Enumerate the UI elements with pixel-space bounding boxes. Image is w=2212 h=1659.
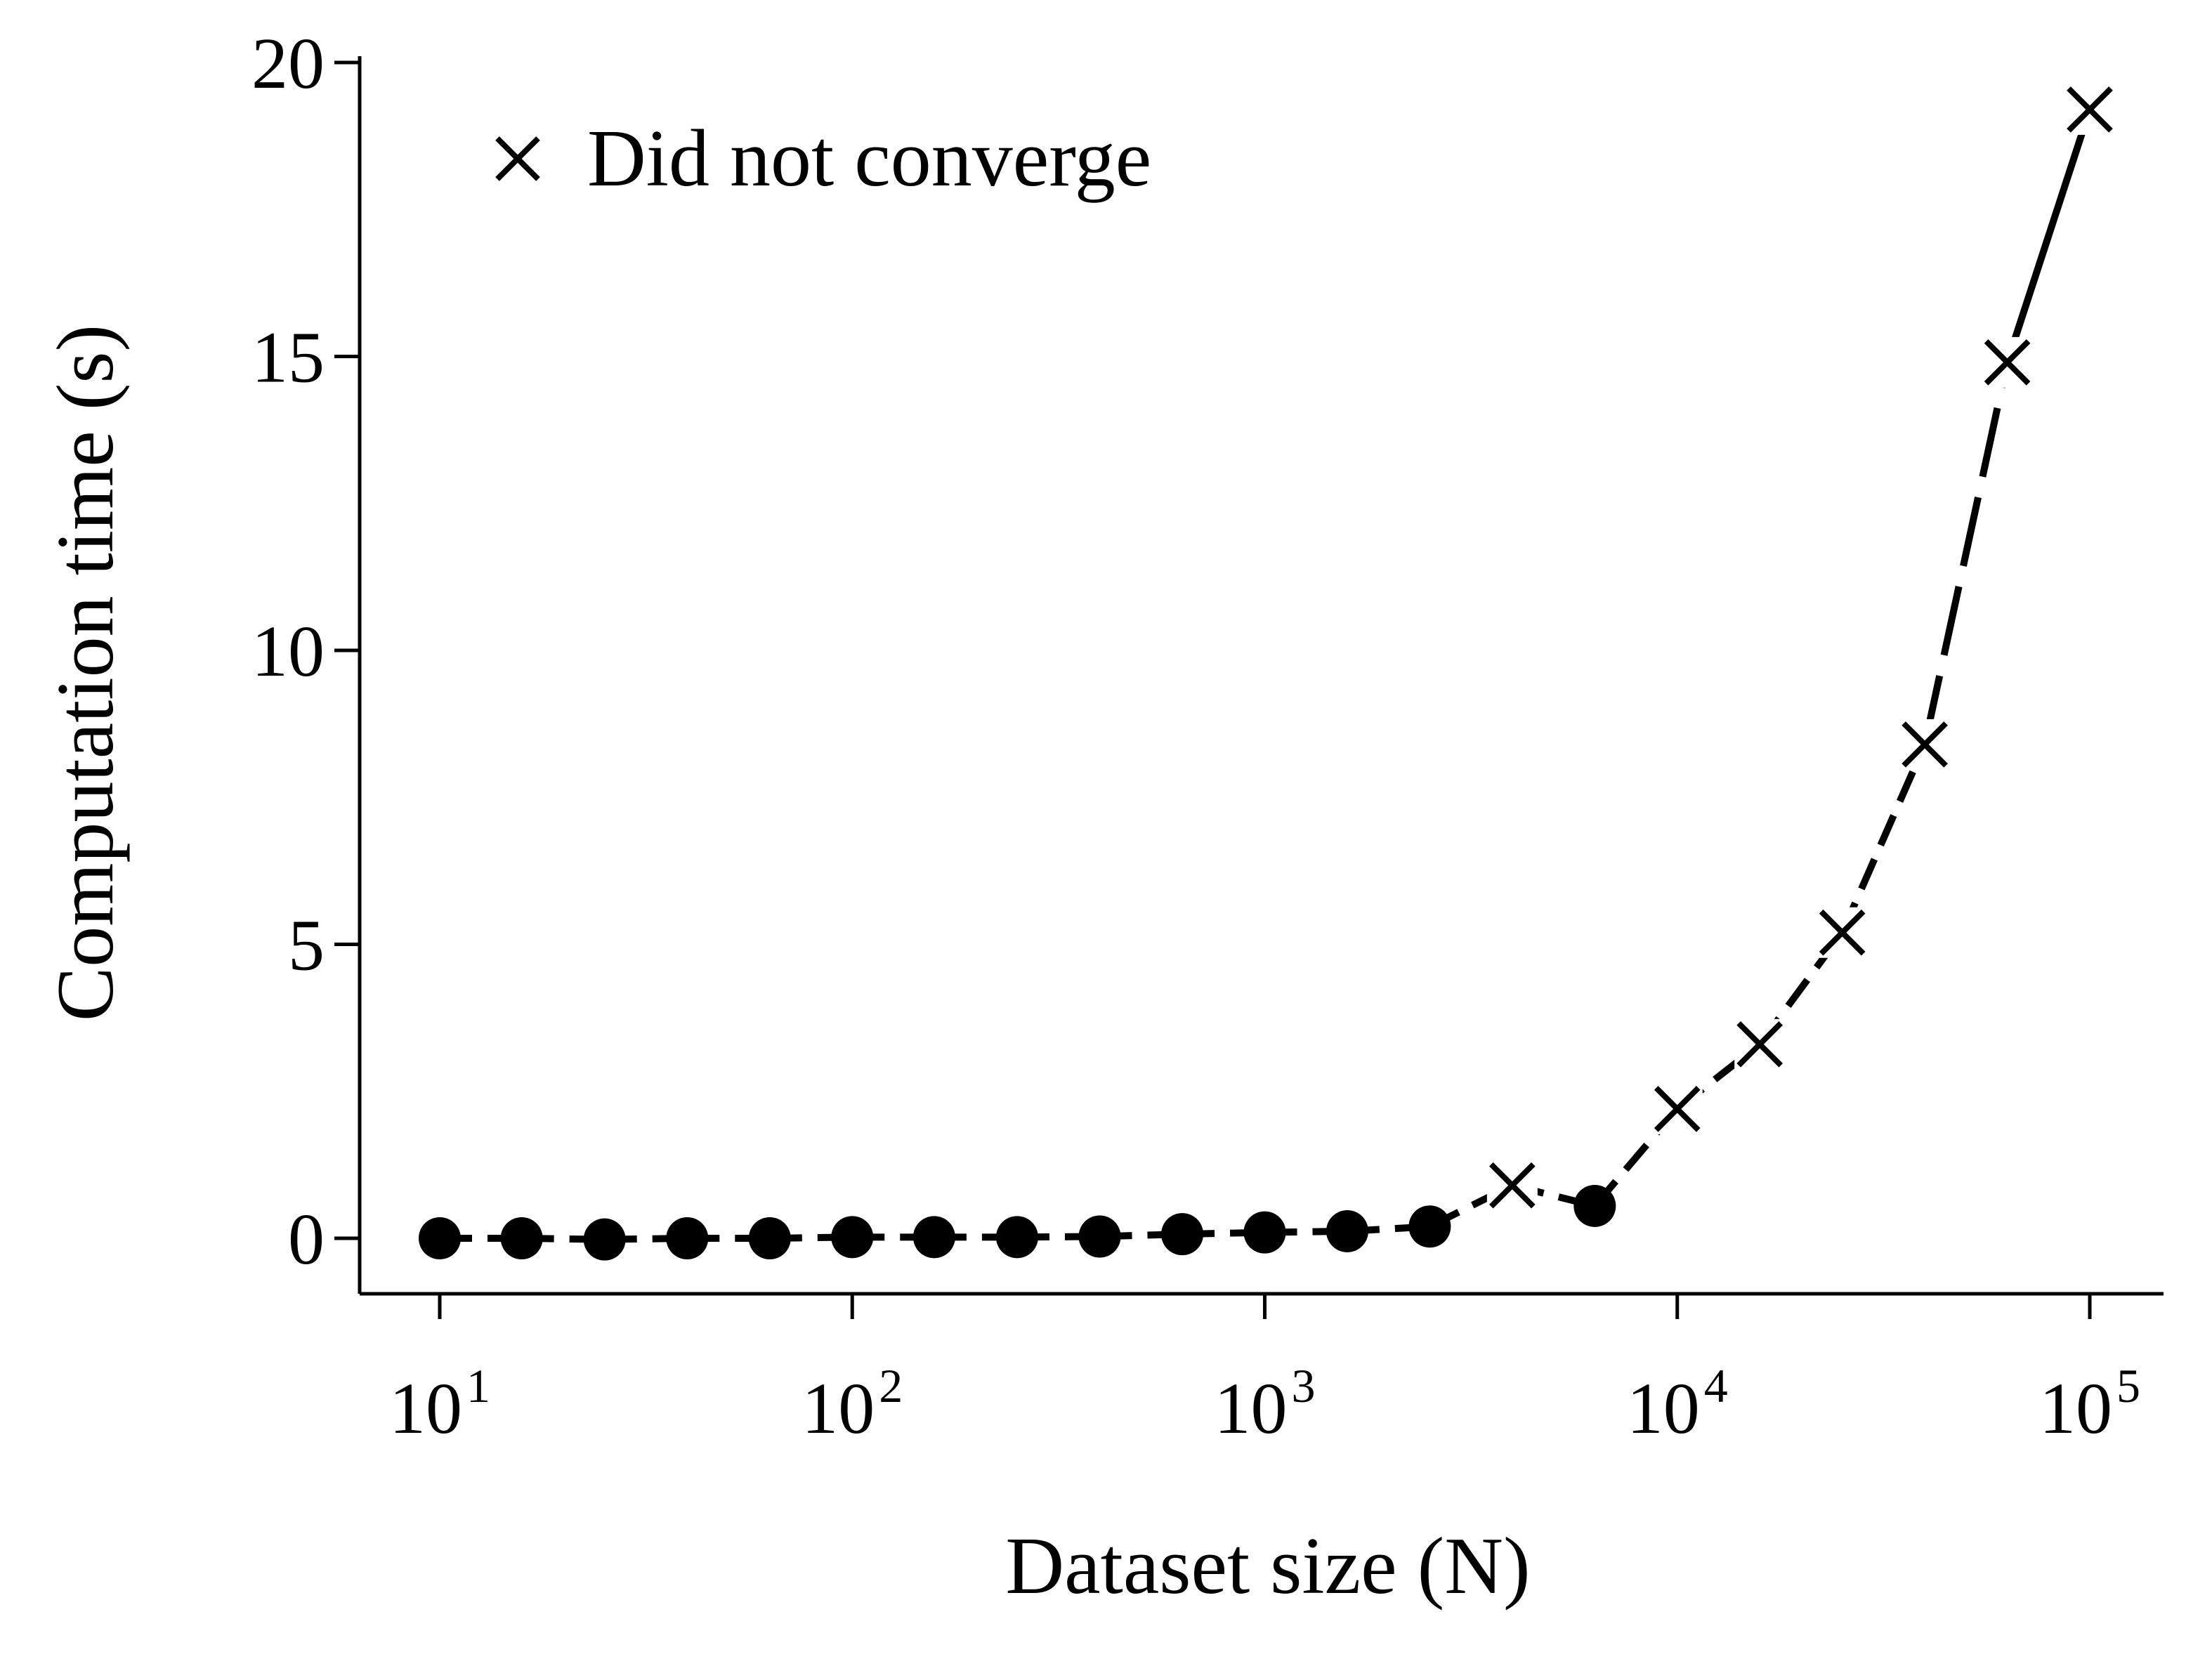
series-line-segment xyxy=(2003,108,2093,364)
axes xyxy=(358,56,2164,1296)
marker-stroke xyxy=(1489,1162,1536,1209)
series-markers xyxy=(419,84,2115,1261)
data-point-converged xyxy=(419,1217,461,1259)
marker-stroke xyxy=(1984,339,2031,386)
x-tick-label: 105 xyxy=(2039,1359,2140,1449)
y-axis-ticks: 0 5 10 15 20 xyxy=(251,23,360,1280)
data-point-not-converged xyxy=(1734,1018,1786,1070)
series-lines xyxy=(440,108,2093,1243)
marker-stroke xyxy=(1654,1086,1701,1132)
data-point-converged xyxy=(995,1216,1038,1259)
x-axis-ticks: 101 102 103 104 105 xyxy=(389,1294,2140,1449)
data-point-not-converged xyxy=(1817,907,1868,958)
data-point-converged xyxy=(748,1217,791,1259)
x-tick-label: 102 xyxy=(801,1359,903,1449)
marker-stroke xyxy=(2067,86,2113,133)
data-point-not-converged xyxy=(1486,1160,1538,1211)
x-tick-label: 101 xyxy=(389,1359,490,1449)
data-point-converged xyxy=(500,1217,543,1259)
y-tick-label: 10 xyxy=(251,611,325,692)
marker-stroke xyxy=(1902,721,1948,768)
data-point-converged xyxy=(1408,1205,1451,1248)
x-axis-title: Dataset size (N) xyxy=(1005,1521,1530,1611)
data-point-converged xyxy=(831,1216,874,1259)
legend-marker-x xyxy=(495,136,540,181)
legend: Did not converge xyxy=(495,114,1151,204)
data-point-converged xyxy=(1243,1211,1286,1254)
data-point-converged xyxy=(912,1216,955,1259)
data-point-converged xyxy=(1573,1184,1616,1227)
data-point-not-converged xyxy=(1982,336,2033,388)
series-line-segment xyxy=(1839,742,1928,934)
data-point-converged xyxy=(583,1218,626,1261)
y-tick-label: 15 xyxy=(251,317,325,398)
y-tick-label: 0 xyxy=(288,1199,325,1280)
y-tick-label: 20 xyxy=(251,23,325,104)
y-axis-title: Computation time (s) xyxy=(41,324,131,1021)
y-tick-label: 5 xyxy=(288,905,325,986)
series-line-segment xyxy=(1921,361,2011,745)
marker-stroke xyxy=(1819,909,1866,956)
data-point-converged xyxy=(666,1217,709,1259)
marker-stroke xyxy=(1736,1021,1784,1068)
data-point-not-converged xyxy=(1899,719,1951,770)
x-tick-label: 104 xyxy=(1627,1359,1728,1449)
legend-label: Did not converge xyxy=(587,114,1151,204)
data-point-not-converged xyxy=(2064,84,2115,135)
data-point-not-converged xyxy=(1651,1083,1703,1134)
x-tick-label: 103 xyxy=(1215,1359,1316,1449)
data-point-converged xyxy=(1161,1213,1204,1256)
data-point-converged xyxy=(1326,1209,1368,1252)
data-point-converged xyxy=(1078,1215,1121,1258)
